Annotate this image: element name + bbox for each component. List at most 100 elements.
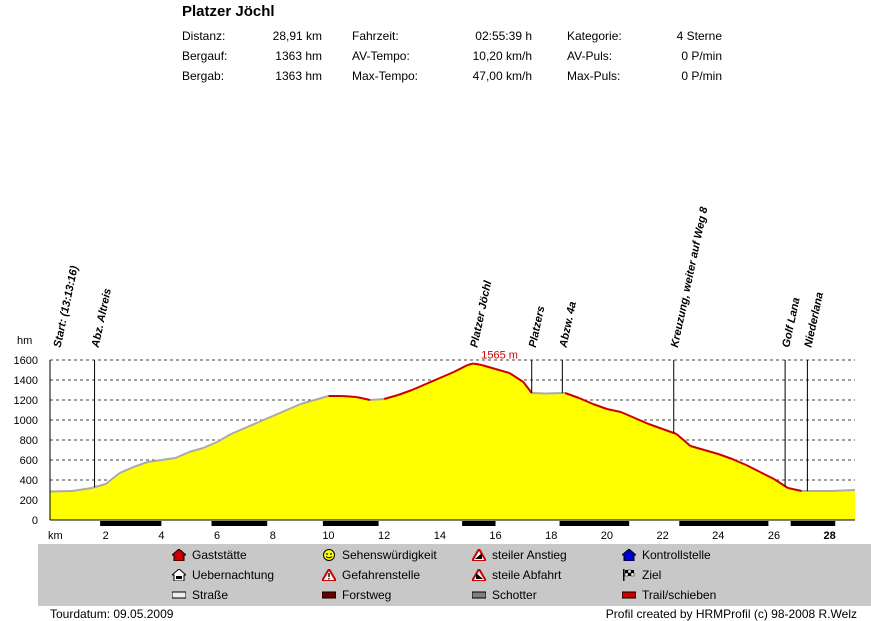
legend-label: Ziel [642, 568, 662, 582]
house-red-icon [170, 548, 188, 562]
y-tick-label: 0 [32, 515, 38, 527]
x-tick-label: 18 [545, 530, 557, 542]
y-tick-label: 1600 [14, 355, 38, 367]
smiley-icon [322, 549, 336, 561]
profile-line-segment [731, 458, 747, 466]
x-tick-label: 4 [158, 530, 164, 542]
legend-label: Uebernachtung [192, 568, 275, 582]
stat-label-avg-pulse: AV-Puls: [567, 49, 613, 63]
profile-line-segment [286, 403, 302, 411]
waypoint-label: Abz. Altreis [90, 287, 114, 349]
legend-label: Schotter [492, 588, 537, 602]
profile-line-segment [425, 377, 441, 385]
x-tick-label: 10 [322, 530, 334, 542]
profile-line-segment [272, 409, 288, 417]
legend-item-kontrollstelle: Kontrollstelle [620, 548, 711, 562]
stat-value-avg-speed: 10,20 km/h [472, 49, 532, 63]
profile-line-segment [342, 395, 357, 398]
road-icon [171, 589, 187, 601]
stat-label-max-speed: Max-Tempo: [352, 69, 419, 83]
profile-line-segment [133, 461, 148, 468]
legend-label: Gefahrenstelle [342, 568, 421, 582]
y-tick-label: 200 [20, 495, 38, 507]
stat-value-max-pulse: 0 P/min [681, 69, 722, 83]
profile-line-segment [216, 433, 232, 443]
waypoint-label: Platzers [527, 305, 548, 349]
profile-line-segment [244, 421, 260, 429]
surface-bar-base [50, 521, 855, 525]
legend-item-sehenswuerdigkeit: Sehenswürdigkeit [322, 548, 437, 562]
profile-line-segment [174, 451, 190, 459]
profile-line-segment [105, 472, 121, 485]
x-tick-label: 16 [489, 530, 501, 542]
legend-label: Kontrollstelle [642, 548, 711, 562]
surface-bar [50, 521, 855, 526]
bed-icon [170, 568, 188, 582]
elevation-profile-chart: Start: (13:13:16) Abz. Altreis Platzer Jöc… [14, 205, 856, 542]
stat-label-max-pulse: Max-Puls: [567, 69, 621, 83]
profile-line-segment [592, 403, 608, 410]
x-tick-label: 20 [601, 530, 613, 542]
legend-item-trail: Trail/schieben [621, 588, 717, 602]
legend-item-forstweg: Forstweg [321, 588, 392, 602]
profile-line-segment [72, 487, 92, 492]
forest-road-icon [321, 589, 337, 601]
stat-value-distance: 28,91 km [272, 29, 322, 43]
y-tick-label: 800 [20, 435, 38, 447]
profile-line-segment [202, 441, 218, 449]
profile-line-segment [119, 466, 134, 474]
profile-line-segment [481, 364, 496, 370]
x-tick-label: 28 [824, 530, 836, 542]
profile-line-segment [578, 397, 594, 405]
profile-line-segment [648, 423, 663, 430]
legend-label: Sehenswürdigkeit [342, 548, 437, 562]
peak-label: 1565 m [481, 350, 518, 362]
profile-line-segment [230, 427, 246, 435]
legend-item-steile-abfahrt: steile Abfahrt [470, 567, 561, 582]
credit-text: Profil created by HRMProfil (c) 98-2008 … [605, 607, 857, 621]
x-tick-label: 12 [378, 530, 390, 542]
stat-value-time: 02:55:39 h [475, 29, 532, 43]
profile-line-segment [49, 490, 73, 493]
page-title: Platzer Jöchl [182, 3, 275, 20]
stat-label-descent: Bergab: [182, 69, 225, 83]
profile-line-segment [704, 449, 719, 455]
legend-item-gefahrenstelle: Gefahrenstelle [320, 567, 421, 582]
y-tick-label: 1200 [14, 395, 38, 407]
profile-line-segment [545, 392, 566, 395]
profile-line-segment [439, 371, 455, 379]
profile-line-segment [453, 364, 469, 373]
x-tick-label: 24 [712, 530, 724, 542]
x-tick-label: 2 [103, 530, 109, 542]
x-tick-label: 22 [656, 530, 668, 542]
trail-icon [621, 589, 637, 601]
legend-item-strasse: Straße [171, 588, 228, 602]
waypoint-label: Niederlana [803, 291, 826, 349]
waypoint-label: Start: (13:13:16) [52, 264, 81, 348]
surface-segment [100, 521, 162, 526]
y-tick-label: 1000 [14, 415, 38, 427]
profile-line-segment [300, 399, 315, 405]
profile-line-segment [397, 389, 413, 396]
stat-value-descent: 1363 hm [275, 69, 322, 83]
profile-line-segment [634, 417, 650, 425]
x-tick-label: 6 [214, 530, 220, 542]
checkpoint-icon [620, 548, 638, 562]
profile-line-segment [531, 392, 546, 395]
legend-label: Forstweg [342, 588, 392, 602]
stat-label-time: Fahrzeit: [352, 29, 399, 43]
profile-line-segment [411, 383, 427, 391]
tour-date: Tourdatum: 09.05.2009 [50, 607, 174, 621]
surface-segment [559, 521, 630, 526]
stat-value-category: 4 Sterne [676, 29, 722, 43]
profile-line-segment [508, 372, 524, 383]
profile-line-segment [314, 395, 329, 401]
legend-panel: Gaststätte Uebernachtung Straße Sehenswü… [38, 544, 871, 606]
profile-line-segment [606, 408, 622, 413]
profile-line-segment [773, 478, 789, 489]
x-tick-label: 8 [270, 530, 276, 542]
profile-line-segment [356, 396, 371, 401]
legend-label: steiler Anstieg [492, 548, 567, 562]
legend-label: Trail/schieben [642, 588, 717, 602]
